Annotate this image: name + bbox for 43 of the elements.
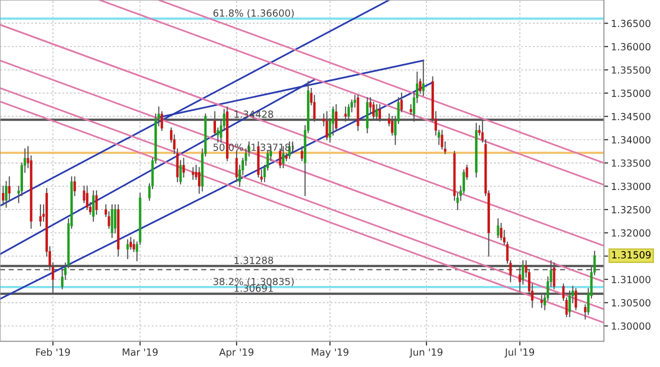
- y-tick-label: 1.30500: [612, 299, 650, 306]
- candlestick: [132, 239, 136, 252]
- candlestick: [198, 167, 200, 194]
- y-tick-label: 1.30000: [612, 322, 650, 330]
- y-tick-label: 1.34500: [612, 112, 650, 120]
- candlestick: [192, 167, 194, 180]
- candlestick: [584, 304, 586, 320]
- candlestick: [95, 190, 98, 215]
- x-tick-label: Jun '19: [409, 348, 442, 358]
- candlestick: [422, 60, 425, 96]
- x-tick-label: Feb '19: [36, 348, 70, 356]
- ref-line-label: 1.30691: [234, 284, 273, 292]
- y-tick-label: 1.35000: [612, 90, 650, 97]
- candlestick: [126, 239, 129, 259]
- ref-line-label: 61.8% (1.36600): [213, 9, 294, 18]
- candlestick: [300, 146, 304, 162]
- candlestick: [92, 190, 95, 222]
- candlestick: [496, 218, 500, 238]
- y-tick-label: 1.36000: [612, 43, 650, 50]
- x-tick-label: Apr '19: [219, 348, 254, 358]
- candlestick: [410, 104, 412, 115]
- x-tick-label: May '19: [312, 348, 348, 358]
- candlestick: [39, 204, 42, 226]
- y-tick-label: 1.33000: [612, 182, 650, 190]
- ref-line-label: 1.31288: [234, 256, 274, 264]
- candlestick: [114, 204, 116, 234]
- y-tick-label: 1.36500: [612, 20, 650, 28]
- x-tick-label: Jul '19: [504, 348, 534, 358]
- x-tick-label: Mar '19: [122, 348, 158, 356]
- candlestick: [73, 176, 76, 196]
- y-tick-label: 1.35500: [612, 66, 650, 74]
- y-tick-label: 1.33500: [612, 159, 650, 167]
- y-tick-label: 1.34000: [612, 136, 650, 144]
- candlestick: [182, 158, 185, 178]
- candlestick: [2, 186, 4, 206]
- candlestick: [86, 186, 88, 210]
- y-tick-label: 1.31000: [612, 276, 650, 284]
- annotation: 1.31509: [612, 251, 651, 258]
- y-tick-label: 1.32500: [612, 206, 650, 214]
- candlestick: [110, 204, 114, 238]
- candlestick: [440, 130, 444, 150]
- candlestick: [8, 176, 11, 201]
- y-tick-label: 1.32000: [612, 229, 650, 237]
